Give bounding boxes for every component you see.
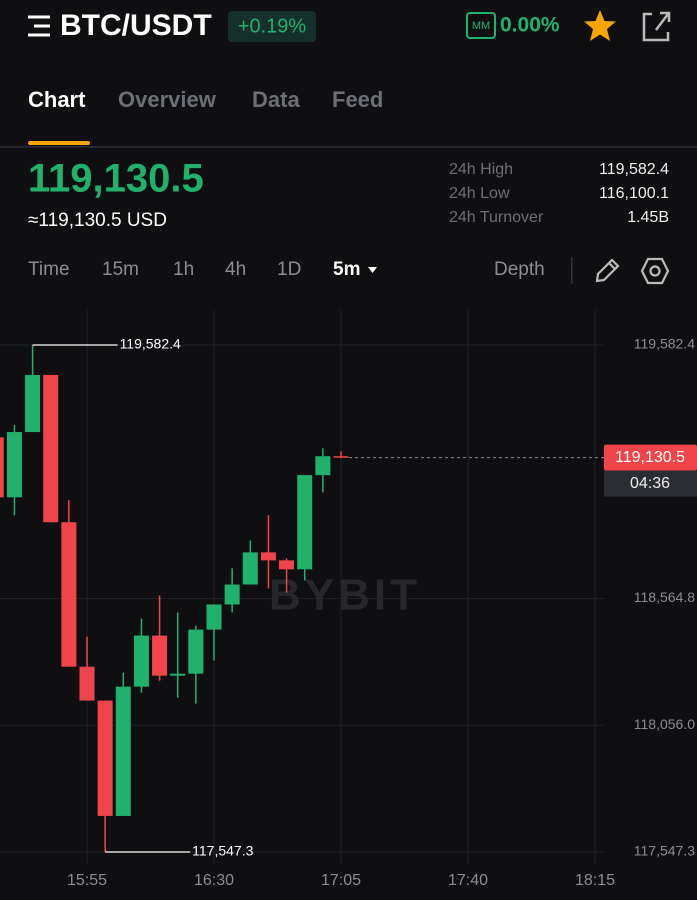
candle-body [43, 374, 59, 523]
menu-icon[interactable] [28, 15, 50, 37]
mm-icon: MM [472, 20, 490, 32]
low-marker-label: 117,547.3 [192, 843, 253, 859]
candle-body [206, 604, 222, 630]
countdown-tag [604, 470, 697, 497]
favorite-star[interactable] [584, 10, 616, 41]
high-marker-label: 119,582.4 [120, 336, 181, 352]
candle-body [97, 700, 113, 816]
y-tick-label: 117,547.3 [634, 843, 695, 859]
candle-body [0, 437, 4, 498]
settings-icon[interactable] [640, 257, 670, 285]
divider [0, 146, 697, 148]
interval[interactable]: 15m [102, 259, 139, 280]
stat-label: 24h High [449, 161, 513, 178]
x-tick-label: 17:40 [448, 872, 488, 889]
tab[interactable]: Chart [28, 87, 86, 112]
stat-value: 1.45B [627, 209, 669, 226]
mm-value: 0.00% [500, 14, 560, 37]
tab[interactable]: Overview [118, 87, 217, 112]
interval[interactable]: Time [28, 259, 70, 280]
dropdown-caret [368, 267, 377, 273]
candle-body [333, 456, 349, 458]
candle-body [297, 475, 313, 570]
candlestick-chart: 15:55 16:30 17:05 17:40 18:15 119,582.4 118,56… [0, 310, 697, 889]
change: +0.19% [238, 15, 307, 37]
x-tick-label: 17:05 [321, 872, 361, 889]
candle-body [6, 432, 22, 498]
draw-icon[interactable] [595, 258, 620, 283]
candle-body [61, 522, 77, 667]
icon-frame [642, 12, 670, 42]
last-price: 119,130.5 [28, 157, 204, 201]
change-badge [228, 11, 316, 42]
usd-price: ≈119,130.5 USD [28, 210, 167, 231]
stat-value: 119,582.4 [599, 161, 669, 178]
candle-body [242, 552, 258, 585]
tab[interactable]: Data [252, 87, 300, 112]
y-tick-label: 118,564.8 [634, 589, 695, 605]
x-tick-label: 18:15 [575, 872, 615, 889]
tab[interactable]: Feed [332, 87, 383, 112]
countdown: 04:36 [630, 475, 670, 492]
candle-body [260, 552, 276, 561]
depth[interactable]: Depth [494, 259, 545, 280]
x-tick-label: 15:55 [67, 872, 107, 889]
interval[interactable]: 4h [225, 259, 246, 280]
candle-body [25, 374, 41, 433]
candle-body [79, 666, 95, 701]
interval[interactable]: 1D [277, 259, 301, 280]
interval[interactable]: 1h [173, 259, 194, 280]
interval-selected[interactable]: 5m [333, 259, 360, 280]
candle-body [224, 584, 240, 605]
pencil [595, 258, 620, 283]
last-price-label: 119,130.5 [615, 449, 685, 466]
stat-value: 116,100.1 [599, 185, 669, 202]
last-price-tag [604, 444, 697, 471]
candle-body [279, 560, 295, 570]
candle-body [115, 686, 131, 816]
candle-body [170, 673, 186, 676]
pair[interactable]: BTC/USDT [60, 9, 212, 42]
icon-arrow [655, 11, 671, 31]
candle-body [152, 635, 168, 676]
hub [649, 265, 661, 277]
tab-indicator [28, 141, 90, 145]
y-tick-label: 119,582.4 [634, 336, 695, 352]
share-icon[interactable] [642, 11, 671, 42]
stat-label: 24h Low [449, 185, 510, 202]
y-tick-label: 118,056.0 [634, 716, 695, 732]
candle-body [188, 629, 204, 674]
candle-body [315, 456, 331, 476]
candle-body [133, 635, 149, 687]
hexagon [640, 257, 670, 285]
separator [571, 257, 573, 284]
watermark: BYBIT [269, 571, 421, 620]
x-tick-label: 16:30 [194, 872, 234, 889]
stat-label: 24h Turnover [449, 209, 544, 226]
mm-badge [466, 12, 496, 39]
